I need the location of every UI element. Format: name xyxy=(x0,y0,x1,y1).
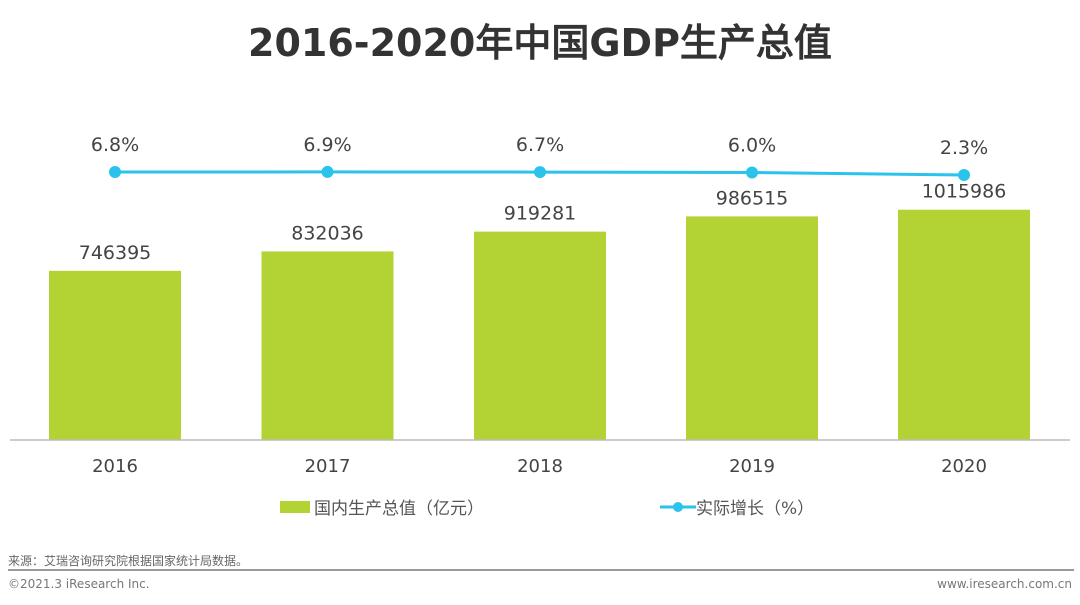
chart-plot: 746395 2016 832036 2017 919281 2018 986515 2019… xyxy=(10,134,1070,477)
bar-data-label: 919281 xyxy=(504,203,577,225)
chart-title: 2016-2020年中国GDP生产总值 xyxy=(248,21,832,65)
growth-data-label: 6.9% xyxy=(303,134,351,156)
growth-data-label: 6.7% xyxy=(516,134,564,156)
bar-data-label: 986515 xyxy=(716,187,789,209)
legend-bar-swatch xyxy=(280,500,310,513)
x-tick-label: 2020 xyxy=(941,456,987,477)
growth-data-label: 2.3% xyxy=(940,137,988,159)
copyright: ©2021.3 iResearch Inc. xyxy=(8,577,150,591)
bar-data-label: 1015986 xyxy=(922,181,1007,203)
x-tick-label: 2019 xyxy=(729,456,775,477)
bar-2019 xyxy=(686,216,818,440)
growth-point-2018 xyxy=(534,166,546,179)
x-tick-label: 2017 xyxy=(305,456,351,477)
legend-label-growth: 实际增长（%） xyxy=(696,499,815,519)
growth-point-2017 xyxy=(321,165,334,178)
legend-item-gdp: 国内生产总值（亿元） xyxy=(280,494,484,519)
legend-line-swatch xyxy=(660,501,696,512)
growth-data-label: 6.8% xyxy=(91,134,139,156)
bar-data-label: 832036 xyxy=(291,222,364,244)
website-link[interactable]: www.iresearch.com.cn xyxy=(937,577,1072,591)
legend-item-growth: 实际增长（%） xyxy=(660,494,814,519)
growth-point-2016 xyxy=(109,166,121,178)
x-tick-label: 2016 xyxy=(92,456,138,477)
bar-2016 xyxy=(49,270,181,440)
growth-point-2019 xyxy=(746,166,758,179)
bar-2020 xyxy=(898,209,1030,440)
legend-label-gdp: 国内生产总值（亿元） xyxy=(314,499,484,519)
bar-2018 xyxy=(474,231,606,440)
source-note: 来源：艾瑞咨询研究院根据国家统计局数据。 xyxy=(8,554,249,568)
bar-2017 xyxy=(261,251,394,440)
bar-data-label: 746395 xyxy=(79,242,152,264)
x-tick-label: 2018 xyxy=(517,456,563,477)
growth-data-label: 6.0% xyxy=(728,135,776,157)
footer-divider xyxy=(8,569,1074,571)
growth-point-2020 xyxy=(958,169,970,182)
